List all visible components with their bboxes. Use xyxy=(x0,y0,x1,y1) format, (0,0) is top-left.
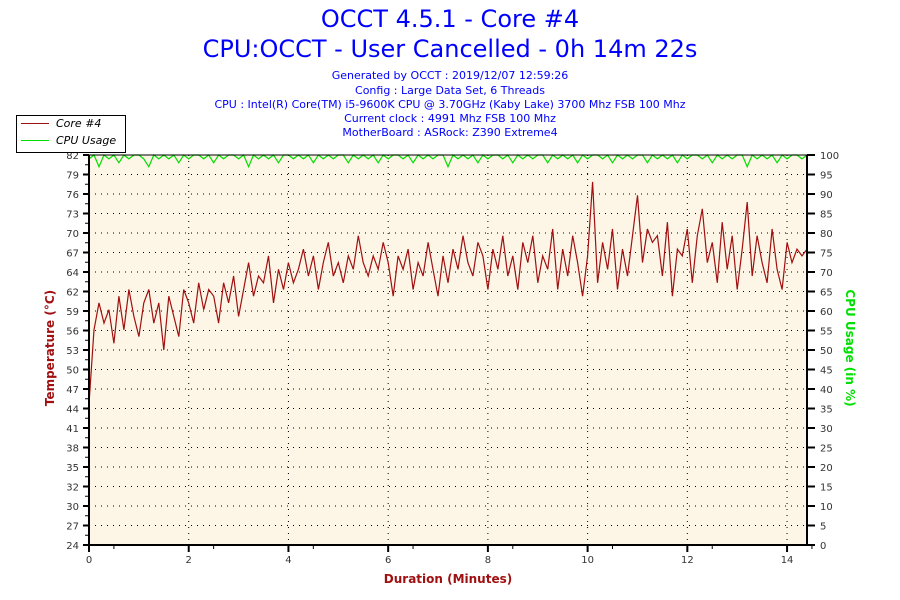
legend: Core #4 CPU Usage xyxy=(16,115,126,153)
legend-item-cpu: CPU Usage xyxy=(17,133,125,149)
y-tick-label: 70 xyxy=(66,229,79,240)
y-tick-label: 62 xyxy=(66,288,79,299)
y2-tick-label: 85 xyxy=(820,210,833,221)
x-axis-label: Duration (Minutes) xyxy=(383,572,513,586)
y2-tick-label: 0 xyxy=(820,541,826,552)
y2-tick-label: 60 xyxy=(820,307,833,318)
y-axis-label: Temperature (°C) xyxy=(43,289,57,407)
info-cpu: CPU : Intel(R) Core(TM) i5-9600K CPU @ 3… xyxy=(214,98,686,111)
y2-tick-label: 30 xyxy=(820,424,833,435)
y2-tick-label: 45 xyxy=(820,366,833,377)
x-tick-label: 4 xyxy=(285,555,291,566)
y2-tick-label: 10 xyxy=(820,502,833,513)
chart-subtitle: CPU:OCCT - User Cancelled - 0h 14m 22s xyxy=(202,35,698,63)
y-tick-label: 56 xyxy=(66,327,79,338)
y-tick-label: 67 xyxy=(66,249,79,260)
legend-swatch xyxy=(21,140,49,141)
y-tick-label: 35 xyxy=(66,463,79,474)
y2-tick-label: 25 xyxy=(820,444,833,455)
info-config: Config : Large Data Set, 6 Threads xyxy=(355,84,545,97)
y2-tick-label: 100 xyxy=(820,151,839,162)
y2-tick-label: 65 xyxy=(820,288,833,299)
y2-tick-label: 35 xyxy=(820,405,833,416)
legend-item-core: Core #4 xyxy=(17,116,125,132)
y2-axis-label: CPU Usage (in %) xyxy=(843,289,857,407)
y2-tick-label: 80 xyxy=(820,229,833,240)
y2-tick-label: 70 xyxy=(820,268,833,279)
y2-tick-label: 50 xyxy=(820,346,833,357)
y-tick-label: 38 xyxy=(66,444,79,455)
y-tick-label: 82 xyxy=(66,151,79,162)
x-tick-label: 2 xyxy=(186,555,192,566)
info-clock: Current clock : 4991 Mhz FSB 100 Mhz xyxy=(344,112,556,125)
chart-title: OCCT 4.5.1 - Core #4 xyxy=(320,5,580,33)
y2-tick-label: 75 xyxy=(820,249,833,260)
y-tick-label: 47 xyxy=(66,385,79,396)
y-tick-label: 41 xyxy=(66,424,79,435)
x-tick-label: 8 xyxy=(485,555,491,566)
y-tick-label: 79 xyxy=(66,171,79,182)
y2-tick-label: 95 xyxy=(820,171,833,182)
y-tick-label: 59 xyxy=(66,307,79,318)
legend-swatch xyxy=(21,123,49,124)
y-tick-label: 44 xyxy=(66,405,79,416)
x-tick-label: 0 xyxy=(86,555,92,566)
y-tick-label: 32 xyxy=(66,483,79,494)
info-motherboard: MotherBoard : ASRock: Z390 Extreme4 xyxy=(342,126,558,139)
info-generated: Generated by OCCT : 2019/12/07 12:59:26 xyxy=(331,69,569,82)
x-tick-label: 14 xyxy=(781,555,794,566)
x-tick-label: 6 xyxy=(385,555,391,566)
y-tick-label: 76 xyxy=(66,190,79,201)
y2-tick-label: 55 xyxy=(820,327,833,338)
y2-tick-label: 40 xyxy=(820,385,833,396)
y2-tick-label: 15 xyxy=(820,483,833,494)
y2-tick-label: 20 xyxy=(820,463,833,474)
y-tick-label: 53 xyxy=(66,346,79,357)
y-tick-label: 27 xyxy=(66,522,79,533)
y-tick-label: 30 xyxy=(66,502,79,513)
y2-tick-label: 90 xyxy=(820,190,833,201)
y-tick-label: 24 xyxy=(66,541,79,552)
x-tick-label: 10 xyxy=(581,555,594,566)
y-tick-label: 64 xyxy=(66,268,79,279)
y-tick-label: 50 xyxy=(66,366,79,377)
y2-tick-label: 5 xyxy=(820,522,826,533)
legend-label: CPU Usage xyxy=(56,134,117,147)
legend-label: Core #4 xyxy=(56,117,102,130)
y-tick-label: 73 xyxy=(66,210,79,221)
x-tick-label: 12 xyxy=(681,555,694,566)
temperature-line xyxy=(88,181,808,404)
plot-background xyxy=(89,155,807,545)
